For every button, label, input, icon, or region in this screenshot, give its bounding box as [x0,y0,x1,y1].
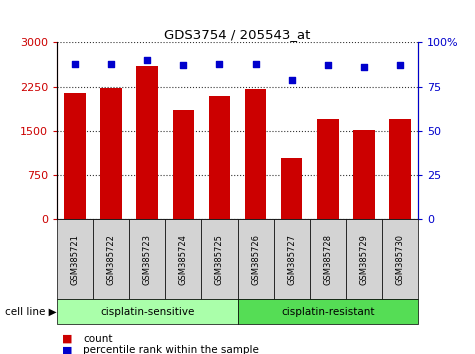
Point [71,61,79,67]
Text: GSM385722: GSM385722 [107,234,115,285]
Text: GSM385721: GSM385721 [71,234,79,285]
Title: GDS3754 / 205543_at: GDS3754 / 205543_at [164,28,311,41]
Text: GSM385727: GSM385727 [287,234,296,285]
Point [216,61,223,67]
Text: ■: ■ [62,346,72,354]
Text: GSM385723: GSM385723 [143,234,152,285]
Bar [136,66,158,219]
Point [143,57,151,63]
Point [288,77,295,82]
Point [324,63,332,68]
Text: GSM385725: GSM385725 [215,234,224,285]
Text: count: count [83,334,113,344]
Text: GSM385724: GSM385724 [179,234,188,285]
Text: GSM385726: GSM385726 [251,234,260,285]
Bar [281,158,303,219]
Text: GSM385729: GSM385729 [360,234,368,285]
Bar [172,110,194,219]
Text: percentile rank within the sample: percentile rank within the sample [83,346,259,354]
Text: ■: ■ [62,334,72,344]
Bar [317,119,339,219]
Bar [209,96,230,219]
Text: GSM385730: GSM385730 [396,234,404,285]
Point [360,64,368,70]
Text: GSM385728: GSM385728 [323,234,332,285]
Bar [353,130,375,219]
Point [396,63,404,68]
Point [252,61,259,67]
Point [180,63,187,68]
Text: cisplatin-sensitive: cisplatin-sensitive [100,307,194,316]
Text: cell line ▶: cell line ▶ [5,307,57,316]
Bar [389,119,411,219]
Bar [64,93,86,219]
Point [107,61,115,67]
Bar [245,88,266,219]
Text: cisplatin-resistant: cisplatin-resistant [281,307,374,316]
Bar [100,88,122,219]
